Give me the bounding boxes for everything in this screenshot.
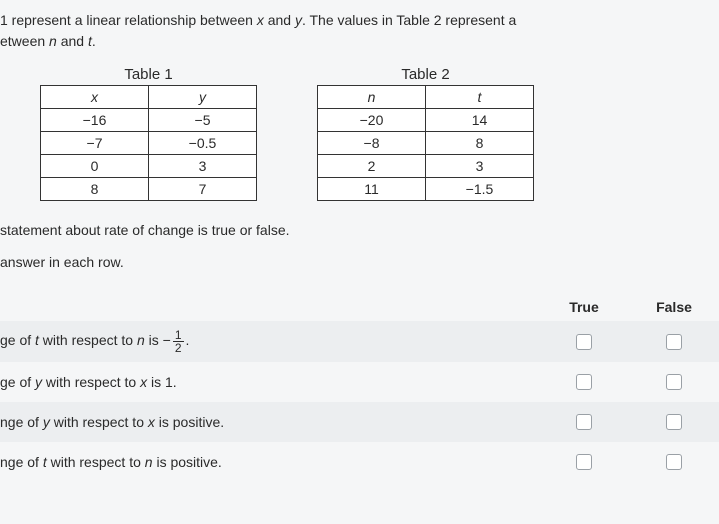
table1-cell: 7 <box>149 178 257 201</box>
s3-mid: with respect to <box>50 414 148 430</box>
table2-block: Table 2 n t −2014 −88 23 11−1.5 <box>317 66 534 201</box>
s2-mid: with respect to <box>42 374 140 390</box>
question-area: True False ge of t with respect to n is … <box>0 293 719 482</box>
cell-false <box>629 453 719 470</box>
frac-num: 1 <box>173 329 184 342</box>
intro-and2: and <box>57 33 88 49</box>
s2-suffix: is 1. <box>147 374 177 390</box>
intro-line2-prefix: etween <box>0 33 49 49</box>
table-row: −16−5 <box>41 109 257 132</box>
s1-suffix: . <box>186 332 190 348</box>
s1-prefix: ge of <box>0 332 35 348</box>
statement-row: nge of t with respect to n is positive. <box>0 442 719 482</box>
checkbox-true[interactable] <box>576 334 592 350</box>
statement-2: ge of y with respect to x is 1. <box>0 374 539 390</box>
cell-false <box>629 373 719 390</box>
table-row: −7−0.5 <box>41 132 257 155</box>
s4-var2: n <box>145 454 153 470</box>
s4-mid: with respect to <box>47 454 145 470</box>
checkbox-false[interactable] <box>666 454 682 470</box>
table1-caption: Table 1 <box>40 66 257 85</box>
s3-var1: y <box>43 414 50 430</box>
intro-line2-suffix: . <box>92 33 96 49</box>
table-row: 87 <box>41 178 257 201</box>
cell-false <box>629 332 719 349</box>
col-false-label: False <box>629 299 719 315</box>
table-row: 23 <box>318 155 534 178</box>
s3-suffix: is positive. <box>155 414 224 430</box>
s1-is: is <box>145 332 163 348</box>
table1-cell: 8 <box>41 178 149 201</box>
s1-mid: with respect to <box>39 332 137 348</box>
table-row: 11−1.5 <box>318 178 534 201</box>
checkbox-false[interactable] <box>666 414 682 430</box>
table2: n t −2014 −88 23 11−1.5 <box>317 85 534 201</box>
cell-false <box>629 413 719 430</box>
s2-prefix: ge of <box>0 374 35 390</box>
question-header: True False <box>0 293 719 321</box>
table2-cell: 8 <box>426 132 534 155</box>
header-spacer <box>0 299 539 315</box>
checkbox-true[interactable] <box>576 414 592 430</box>
table1-cell: 3 <box>149 155 257 178</box>
table-row: −2014 <box>318 109 534 132</box>
statement-row: nge of y with respect to x is positive. <box>0 402 719 442</box>
intro-text: 1 represent a linear relationship betwee… <box>0 10 719 66</box>
intro-var-x: x <box>257 12 264 28</box>
table2-caption: Table 2 <box>317 66 534 85</box>
table1: x y −16−5 −7−0.5 03 87 <box>40 85 257 201</box>
intro-line1-suffix: . The values in Table 2 represent a <box>302 12 516 28</box>
table2-cell: −20 <box>318 109 426 132</box>
tables-container: Table 1 x y −16−5 −7−0.5 03 87 Table 2 n… <box>0 66 719 219</box>
table2-cell: −8 <box>318 132 426 155</box>
statement-3: nge of y with respect to x is positive. <box>0 414 539 430</box>
checkbox-false[interactable] <box>666 334 682 350</box>
table1-head-x: x <box>41 86 149 109</box>
statement-row: ge of t with respect to n is −12. <box>0 321 719 362</box>
s1-var2: n <box>137 332 145 348</box>
cell-true <box>539 373 629 390</box>
cell-true <box>539 413 629 430</box>
cell-true <box>539 332 629 349</box>
fraction-one-half: 12 <box>173 329 184 354</box>
s2-var1: y <box>35 374 42 390</box>
col-true-label: True <box>539 299 629 315</box>
frac-den: 2 <box>173 342 184 354</box>
intro-line1-prefix: 1 represent a linear relationship betwee… <box>0 12 257 28</box>
statement-4: nge of t with respect to n is positive. <box>0 454 539 470</box>
s4-suffix: is positive. <box>153 454 222 470</box>
s3-var2: x <box>148 414 155 430</box>
statement-row: ge of y with respect to x is 1. <box>0 362 719 402</box>
table2-cell: 2 <box>318 155 426 178</box>
checkbox-true[interactable] <box>576 454 592 470</box>
checkbox-true[interactable] <box>576 374 592 390</box>
cell-true <box>539 453 629 470</box>
table2-cell: 3 <box>426 155 534 178</box>
table1-block: Table 1 x y −16−5 −7−0.5 03 87 <box>40 66 257 201</box>
mid-text: statement about rate of change is true o… <box>0 219 719 275</box>
intro-var-n: n <box>49 33 57 49</box>
table1-cell: −5 <box>149 109 257 132</box>
table-row: 03 <box>41 155 257 178</box>
intro-var-y: y <box>295 12 302 28</box>
statement-1: ge of t with respect to n is −12. <box>0 329 539 354</box>
checkbox-false[interactable] <box>666 374 682 390</box>
s4-prefix: nge of <box>0 454 43 470</box>
s1-neg: − <box>163 332 171 348</box>
intro-and1: and <box>264 12 295 28</box>
s3-prefix: nge of <box>0 414 43 430</box>
table1-cell: −7 <box>41 132 149 155</box>
table2-head-n: n <box>318 86 426 109</box>
table2-head-t: t <box>426 86 534 109</box>
table2-cell: 14 <box>426 109 534 132</box>
table2-cell: 11 <box>318 178 426 201</box>
table1-cell: −16 <box>41 109 149 132</box>
table1-cell: −0.5 <box>149 132 257 155</box>
table2-cell: −1.5 <box>426 178 534 201</box>
mid-line2: answer in each row. <box>0 251 711 275</box>
table-row: −88 <box>318 132 534 155</box>
mid-line1: statement about rate of change is true o… <box>0 219 711 243</box>
table1-head-y: y <box>149 86 257 109</box>
table1-cell: 0 <box>41 155 149 178</box>
